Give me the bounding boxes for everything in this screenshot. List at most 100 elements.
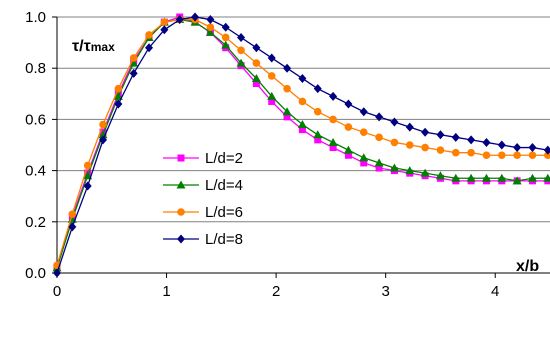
data-point — [375, 112, 384, 122]
data-point — [83, 181, 92, 191]
data-point — [99, 120, 107, 129]
data-point — [329, 144, 337, 152]
data-point — [405, 166, 415, 175]
data-point — [481, 173, 491, 182]
legend-marker — [177, 234, 185, 244]
data-point — [206, 23, 215, 32]
data-point — [206, 15, 215, 25]
x-tick-label: 3 — [381, 283, 389, 300]
data-point — [512, 176, 522, 185]
legend-label: L/d=6 — [205, 204, 243, 221]
data-point — [129, 68, 138, 78]
series-circle — [53, 15, 550, 270]
data-point — [114, 84, 123, 93]
data-point — [359, 107, 368, 117]
data-point — [236, 58, 246, 67]
data-point — [68, 222, 77, 232]
series-diamond — [53, 12, 550, 278]
data-point — [513, 143, 522, 153]
data-point — [436, 130, 445, 140]
data-point — [298, 73, 307, 83]
data-point — [221, 22, 230, 32]
legend-marker — [177, 208, 185, 216]
data-point — [528, 143, 537, 153]
data-point — [497, 140, 506, 150]
data-point — [360, 159, 368, 167]
y-tick-label: 0.2 — [25, 214, 46, 231]
data-point — [191, 12, 200, 22]
data-point — [436, 146, 445, 154]
y-tick-label: 0.4 — [25, 163, 46, 180]
data-point — [466, 173, 476, 182]
data-point — [344, 151, 352, 159]
data-point — [359, 128, 368, 136]
data-point — [237, 32, 246, 42]
data-point — [160, 25, 169, 35]
y-axis-title: τ/τmax — [72, 38, 115, 55]
legend-marker — [177, 154, 185, 162]
data-point — [390, 117, 399, 127]
data-point — [389, 163, 399, 172]
data-point — [251, 73, 261, 82]
data-point — [313, 107, 322, 116]
legend-item: L/d=6 — [163, 204, 243, 221]
data-point — [467, 148, 475, 157]
data-point — [252, 59, 261, 67]
legend-item: L/d=4 — [163, 177, 243, 194]
series-group — [52, 12, 550, 278]
series-line — [56, 16, 548, 269]
legend-label: L/d=8 — [205, 231, 243, 248]
data-point — [374, 158, 384, 167]
data-point — [237, 46, 245, 55]
data-point — [298, 126, 306, 134]
data-point — [221, 33, 230, 42]
data-point — [252, 80, 260, 88]
data-point — [390, 138, 399, 147]
legend-marker — [176, 180, 186, 189]
data-point — [221, 40, 231, 49]
data-point — [160, 18, 169, 26]
data-point — [297, 120, 307, 129]
series-square — [53, 13, 550, 272]
data-point — [405, 141, 414, 149]
x-tick-label: 4 — [491, 283, 499, 300]
y-tick-label: 1.0 — [25, 9, 46, 26]
x-axis-title: x/b — [516, 258, 539, 275]
data-point — [329, 91, 338, 101]
data-point — [283, 63, 292, 73]
data-point — [113, 91, 123, 100]
data-point — [283, 84, 291, 93]
data-point — [543, 173, 550, 182]
data-point — [329, 115, 337, 124]
data-point — [482, 151, 491, 160]
data-point — [252, 43, 261, 53]
data-point — [435, 171, 445, 180]
legend-label: L/d=2 — [205, 150, 243, 167]
data-point — [497, 173, 507, 182]
data-point — [267, 72, 276, 80]
data-point — [313, 84, 322, 94]
data-point — [205, 27, 215, 36]
data-point — [497, 151, 506, 160]
data-point — [298, 97, 307, 106]
data-point — [375, 164, 383, 172]
data-point — [68, 210, 77, 218]
series-line — [56, 16, 548, 274]
legend-item: L/d=2 — [163, 150, 243, 167]
data-point — [420, 168, 430, 177]
data-point — [267, 91, 277, 100]
tick-labels: 0.0 0.2 0.4 0.6 0.8 1.0 0 1 2 3 4 — [25, 9, 499, 300]
data-point — [359, 153, 369, 162]
x-tick-label: 0 — [53, 283, 61, 300]
data-point — [129, 58, 139, 67]
data-point — [421, 127, 430, 137]
y-tick-label: 0.6 — [25, 111, 46, 128]
data-point — [451, 148, 460, 157]
data-point — [467, 135, 476, 145]
data-point — [344, 99, 353, 109]
gridlines — [57, 16, 550, 223]
data-point — [343, 145, 353, 154]
data-point — [513, 151, 521, 160]
legend-item: L/d=8 — [163, 231, 243, 248]
